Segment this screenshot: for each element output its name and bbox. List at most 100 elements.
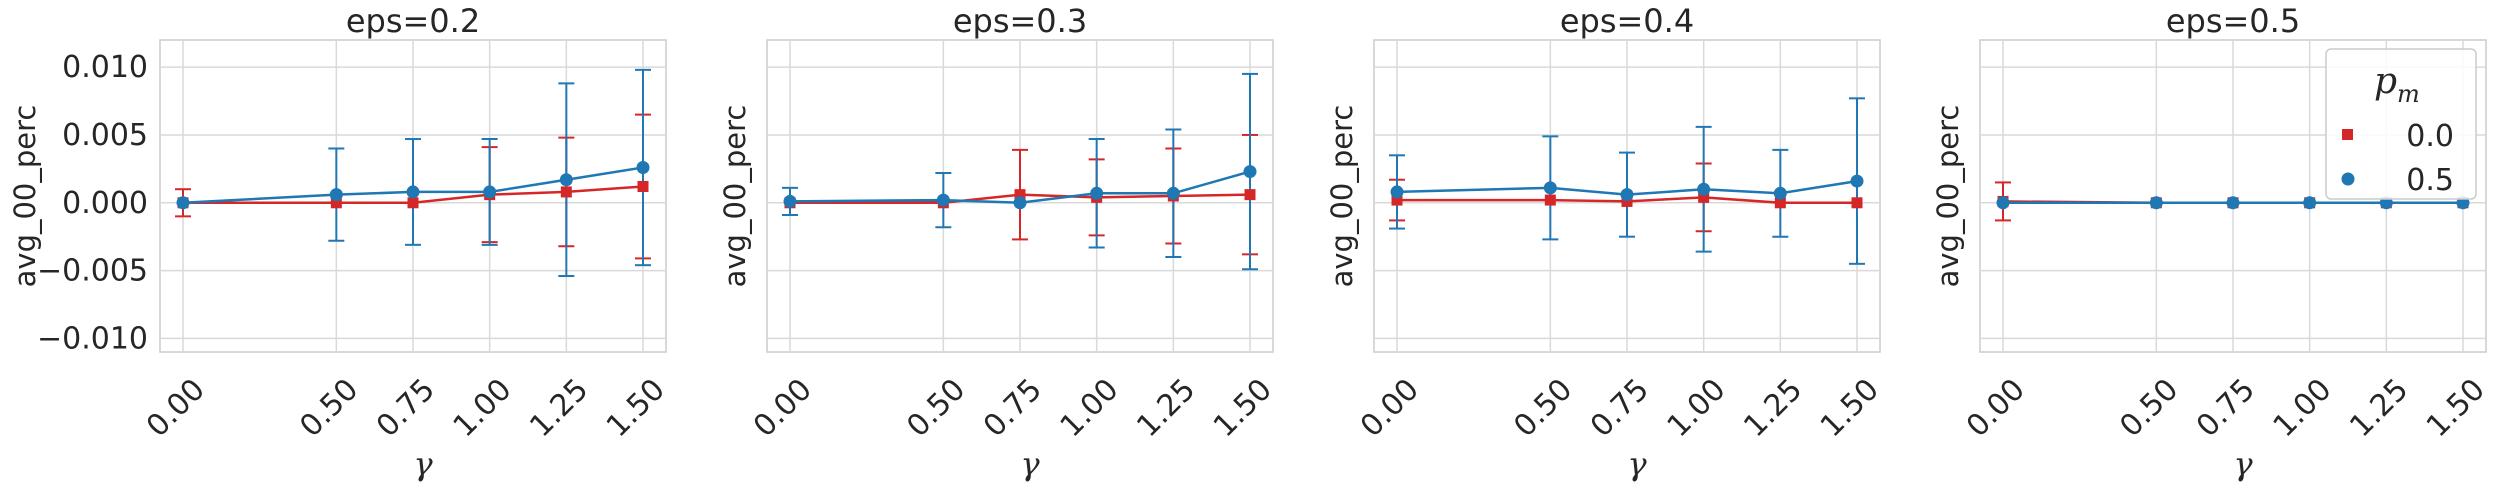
x-tick-label: 1.00 — [1661, 372, 1733, 444]
x-tick-label: 0.75 — [2190, 372, 2262, 444]
x-axis-label: γ — [1020, 445, 1040, 483]
legend-label: 0.0 — [2406, 119, 2454, 154]
data-point — [406, 185, 420, 199]
x-axis-label: γ — [413, 445, 433, 483]
series-line — [790, 193, 1251, 205]
chart-panel-3: 0.00 0.50 0.75 1.00 1.25 1.50 eps=0.5 avg_00_pe… — [1931, 2, 2492, 483]
data-point — [1543, 181, 1557, 195]
data-point — [1013, 196, 1027, 210]
legend-box — [2325, 48, 2477, 200]
y-axis-label: avg_00_perc — [1931, 105, 1965, 288]
legend-label: 0.5 — [2406, 163, 2454, 198]
data-point — [329, 188, 343, 202]
y-tick-label: 0.000 — [62, 186, 148, 221]
x-tick-label: 0.75 — [1584, 372, 1656, 444]
y-tick-label: −0.005 — [37, 254, 148, 289]
x-tick-label: 0.00 — [747, 372, 819, 444]
x-tick-label: 0.00 — [1354, 372, 1426, 444]
series-line — [183, 185, 644, 205]
data-point — [936, 193, 950, 207]
chart-panel-2: 0.00 0.50 0.75 1.00 1.25 1.50 eps=0.4 avg_00_pe… — [1325, 2, 1886, 483]
y-axis-label: avg_00_perc — [1325, 105, 1359, 288]
data-point — [1698, 191, 1710, 203]
chart-title: eps=0.2 — [346, 2, 480, 40]
chart-panel-1: 0.00 0.50 0.75 1.00 1.25 1.50 eps=0.3 avg_00_pe… — [718, 2, 1279, 483]
data-point — [1391, 194, 1403, 206]
legend-title-base: p — [2374, 61, 2397, 102]
data-point — [407, 197, 419, 209]
series-line-0 — [1391, 191, 1863, 209]
x-tick-label: 0.75 — [370, 372, 442, 444]
data-point — [330, 197, 342, 209]
data-point — [1090, 186, 1104, 200]
x-tick-label: 0.50 — [2113, 372, 2185, 444]
data-point — [176, 196, 190, 210]
x-tick-label: 1.25 — [1130, 372, 1202, 444]
y-tick-label: 0.010 — [62, 50, 148, 85]
data-point — [560, 186, 572, 198]
y-axis-label: avg_00_perc — [718, 105, 752, 288]
legend: pm 0.0 0.5 — [2325, 48, 2477, 200]
chart-title: eps=0.3 — [953, 2, 1087, 40]
data-point — [1851, 197, 1863, 209]
x-tick-label: 1.50 — [2420, 372, 2492, 444]
y-axis-label: avg_00_perc — [8, 105, 42, 288]
data-point — [1621, 195, 1633, 207]
data-point — [483, 185, 497, 199]
data-point — [1850, 174, 1864, 188]
y-tick-label: 0.005 — [62, 118, 148, 153]
x-tick-label: 1.50 — [1814, 372, 1886, 444]
data-point — [1620, 188, 1634, 202]
data-point — [2226, 196, 2240, 210]
x-tick-label: 0.00 — [1960, 372, 2032, 444]
x-tick-label: 0.75 — [977, 372, 1049, 444]
data-point — [1996, 196, 2010, 210]
legend-title-sub: m — [2397, 80, 2420, 108]
x-axis-label: γ — [2233, 445, 2253, 483]
x-tick-label: 1.25 — [2343, 372, 2415, 444]
x-tick-label: 1.25 — [1737, 372, 1809, 444]
data-point — [1244, 189, 1256, 201]
x-tick-label: 1.25 — [523, 372, 595, 444]
x-tick-label: 0.50 — [900, 372, 972, 444]
x-tick-label: 1.50 — [600, 372, 672, 444]
data-point — [636, 161, 650, 175]
legend-marker — [2341, 172, 2355, 186]
series-line — [182, 166, 644, 205]
series-1 — [328, 68, 651, 278]
data-point — [1014, 189, 1026, 201]
y-tick-label: −0.010 — [37, 321, 148, 356]
data-point — [1243, 165, 1257, 179]
series-line-1 — [176, 161, 650, 210]
data-point — [1773, 186, 1787, 200]
series-line-1 — [783, 165, 1257, 210]
series-line — [1396, 179, 1858, 196]
x-tick-label: 1.00 — [1054, 372, 1126, 444]
data-point — [637, 181, 649, 193]
data-point — [1390, 185, 1404, 199]
chart-title: eps=0.5 — [2166, 2, 2300, 40]
x-axis-label: γ — [1627, 445, 1647, 483]
data-point — [2149, 196, 2163, 210]
data-point — [559, 173, 573, 187]
data-point — [1166, 186, 1180, 200]
x-tick-label: 0.50 — [293, 372, 365, 444]
data-point — [1697, 182, 1711, 196]
chart-title: eps=0.4 — [1560, 2, 1694, 40]
x-tick-label: 1.50 — [1207, 372, 1279, 444]
x-tick-label: 1.00 — [447, 372, 519, 444]
x-tick-label: 0.00 — [140, 372, 212, 444]
x-tick-label: 1.00 — [2267, 372, 2339, 444]
series-line — [1397, 196, 1857, 205]
legend-marker — [2342, 129, 2353, 140]
series-line-1 — [1390, 174, 1864, 202]
x-tick-label: 0.50 — [1507, 372, 1579, 444]
series-line — [789, 170, 1251, 205]
data-point — [2303, 196, 2317, 210]
data-point — [783, 194, 797, 208]
data-point — [1774, 197, 1786, 209]
legend-title: pm — [2374, 61, 2420, 108]
data-point — [1544, 194, 1556, 206]
